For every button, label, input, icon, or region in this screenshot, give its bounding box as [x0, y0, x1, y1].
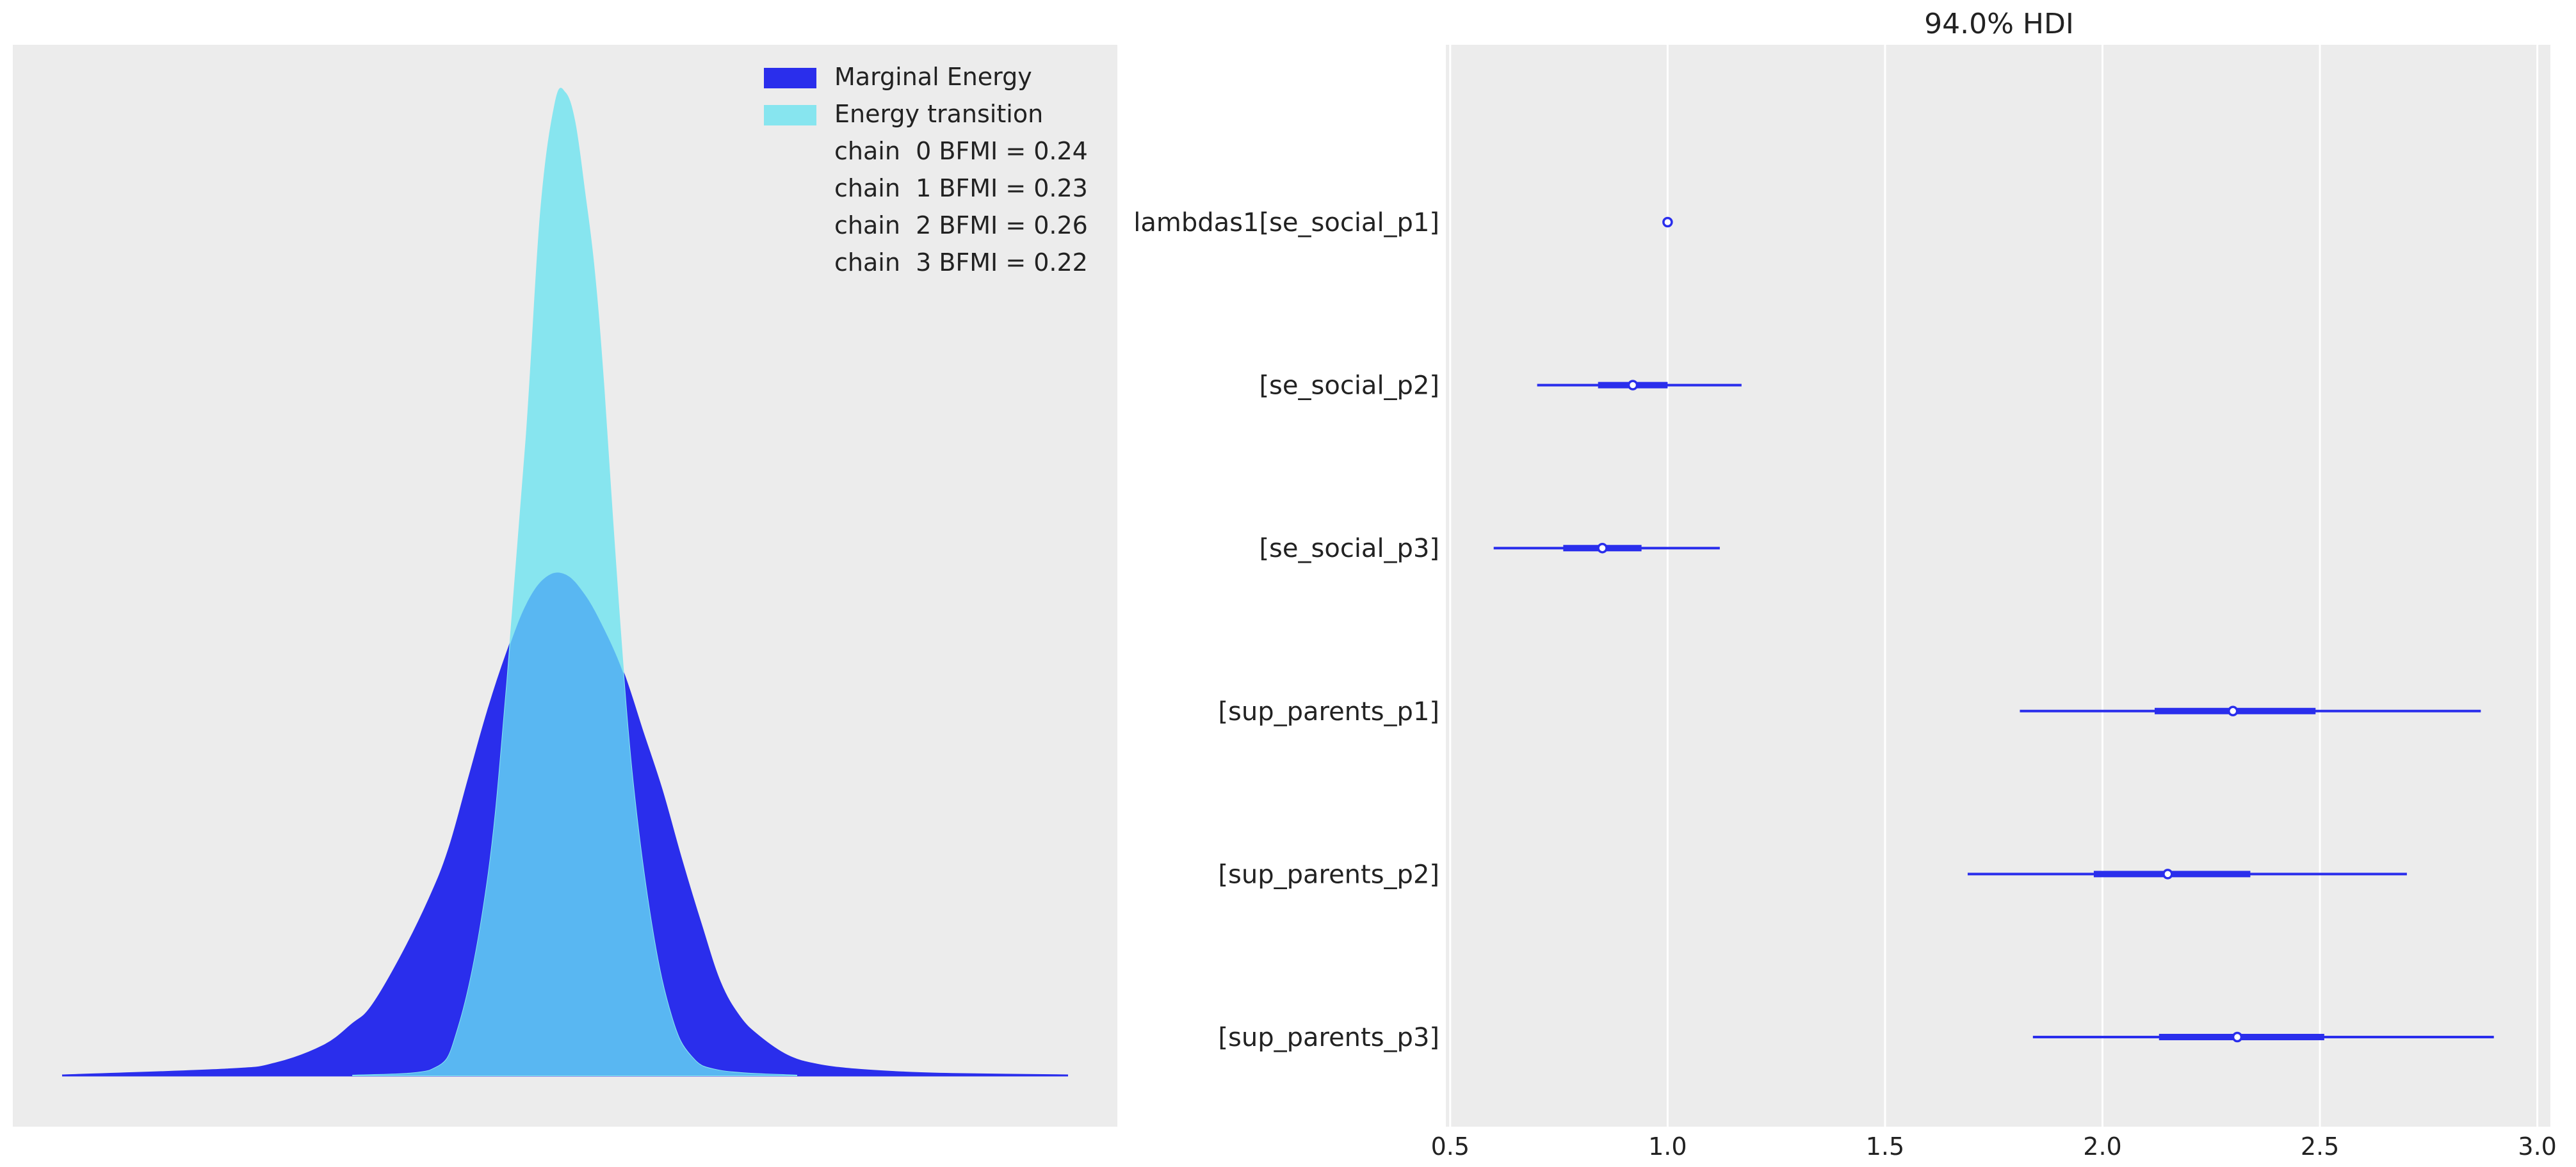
- row-label: [sup_parents_p3]: [1218, 1023, 1439, 1052]
- forest-plot: 94.0% HDI 0.5 1.0 1.5 2.0 2.5 3.0 lambdas1[se…: [1133, 8, 2557, 1161]
- point-estimate: [2162, 869, 2173, 880]
- x-tick-label: 2.0: [2083, 1132, 2121, 1161]
- forest-plot-background: [1446, 45, 2550, 1127]
- row-label: [se_social_p2]: [1259, 371, 1439, 401]
- row-label: lambdas1[se_social_p1]: [1133, 208, 1439, 237]
- legend-bfmi-chain-1: chain 1 BFMI = 0.23: [834, 174, 1088, 202]
- legend-label-marginal-energy: Marginal Energy: [834, 63, 1032, 91]
- forest-plot-title: 94.0% HDI: [1924, 8, 2074, 40]
- x-tick-label: 3.0: [2518, 1132, 2556, 1161]
- row-label: [sup_parents_p1]: [1218, 697, 1439, 727]
- legend-bfmi-chain-0: chain 0 BFMI = 0.24: [834, 137, 1088, 165]
- x-tick-label: 2.5: [2301, 1132, 2339, 1161]
- x-tick-label: 1.0: [1648, 1132, 1687, 1161]
- point-estimate: [1627, 380, 1639, 390]
- forest-gridlines: [1449, 45, 2539, 1127]
- forest-rows: lambdas1[se_social_p1] [se_social_p2] [se_…: [1133, 208, 2494, 1052]
- x-tick-label: 1.5: [1866, 1132, 1904, 1161]
- point-estimate: [1597, 542, 1608, 554]
- legend-swatch-energy-transition: [764, 105, 816, 125]
- point-estimate: [1662, 216, 1673, 228]
- energy-plot: Marginal Energy Energy transition chain …: [13, 45, 1117, 1127]
- point-estimate: [2227, 705, 2239, 717]
- forest-x-ticks: 0.5 1.0 1.5 2.0 2.5 3.0: [1431, 1132, 2557, 1161]
- row-label: [sup_parents_p2]: [1218, 860, 1439, 889]
- legend-bfmi-chain-3: chain 3 BFMI = 0.22: [834, 248, 1088, 277]
- legend-label-energy-transition: Energy transition: [834, 100, 1043, 128]
- x-tick-label: 0.5: [1431, 1132, 1470, 1161]
- legend-bfmi-chain-2: chain 2 BFMI = 0.26: [834, 211, 1088, 239]
- row-label: [se_social_p3]: [1259, 534, 1439, 563]
- energy-density-areas: [61, 88, 1069, 1077]
- energy-overlap-area: [352, 572, 797, 1075]
- energy-legend: Marginal Energy Energy transition chain …: [764, 63, 1088, 277]
- legend-swatch-marginal-energy: [764, 68, 816, 88]
- point-estimate: [2232, 1031, 2243, 1043]
